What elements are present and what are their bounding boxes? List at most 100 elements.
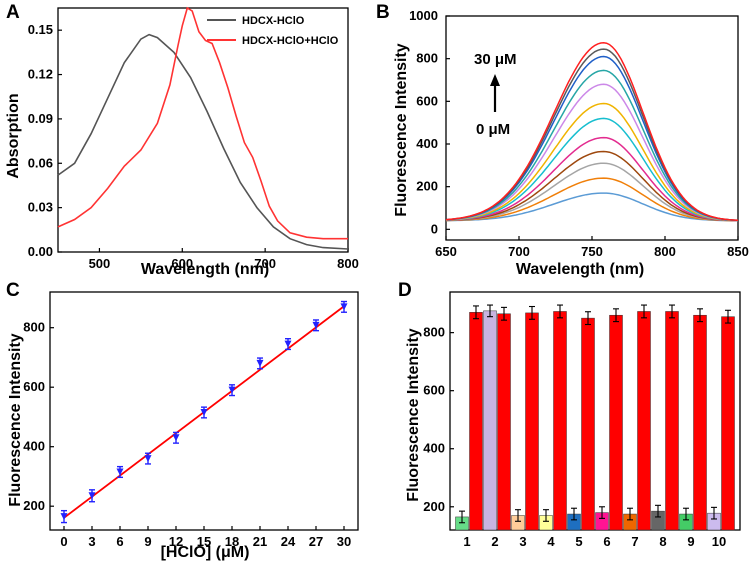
panel-d-bar-hclo	[637, 311, 651, 531]
panel-a-ytick-label: 0.03	[28, 200, 53, 215]
panel-d-ytick-label: 400	[423, 441, 445, 456]
panel-b-ytick-label: 1000	[409, 8, 438, 23]
panel-a-frame	[57, 7, 349, 253]
panel-d-xtick-label: 6	[603, 534, 610, 549]
panel-a-xlabel: Wavelength (nm)	[141, 261, 269, 278]
panel-d-bar-hclo	[525, 312, 539, 531]
panel-a-ytick-label: 0.15	[28, 22, 53, 37]
panel-d-bar-hclo	[497, 313, 511, 531]
panel-a-ytick-label: 0.06	[28, 155, 53, 170]
panel-c-xtick-label: 24	[281, 534, 296, 549]
panel-d-bar-hclo	[609, 314, 623, 531]
panel-b-emission-curve-6	[445, 117, 739, 222]
panel-b-emission-curve-2	[446, 177, 739, 222]
panel-a-series-line-1	[57, 33, 349, 250]
panel-b-emission-curve-5	[445, 136, 738, 222]
panel-c-xtick-label: 15	[197, 534, 211, 549]
panel-b-emission-curve-3	[446, 162, 738, 222]
panel-c-xtick-label: 30	[337, 534, 351, 549]
panel-b-xtick-label: 850	[727, 244, 749, 259]
panel-d-bar-hclo	[721, 316, 735, 531]
panel-a-ytick-label: 0.09	[28, 111, 53, 126]
panel-b-ytick-label: 600	[416, 93, 438, 108]
panel-a-ytick-label: 0.00	[28, 244, 53, 259]
panel-b-xtick-label: 700	[508, 244, 530, 259]
panel-d-xtick-label: 7	[631, 534, 638, 549]
panel-c-data-point	[116, 468, 124, 476]
panel-a-xtick-label: 500	[89, 256, 111, 271]
panel-b: B Wavelength (nm) Fluorescence Intensity…	[376, 2, 749, 278]
panel-d-bar-hclo	[581, 317, 595, 531]
panel-c-xtick-label: 12	[169, 534, 183, 549]
panel-b-xtick-label: 650	[435, 244, 457, 259]
panel-d-bar-hclo	[553, 311, 567, 531]
panel-c-xlabel: [HClO] (μM)	[161, 544, 250, 561]
panel-c-data-point	[228, 386, 236, 394]
panel-d-letter: D	[398, 280, 412, 301]
panel-d-frame	[449, 291, 741, 531]
panel-b-annotation-low: 0 μM	[476, 121, 510, 138]
panel-c-ylabel: Fluorescence Intensity	[7, 333, 24, 506]
panel-c-xtick-label: 3	[88, 534, 95, 549]
panel-d-ytick-label: 800	[423, 325, 445, 340]
panel-b-emission-curve-4	[445, 150, 739, 222]
panel-d-bar-hclo	[469, 312, 483, 531]
panel-b-emission-curve-7	[445, 102, 739, 222]
panel-b-arrow-head	[490, 74, 500, 86]
panel-b-emission-curve-8	[445, 83, 739, 222]
panel-c: C [HClO] (μM) Fluorescence Intensity 0 3 6…	[6, 280, 359, 561]
panel-a-xtick-label: 600	[171, 256, 193, 271]
panel-d: D Fluorescence Intensity 200 400 600 800 1 2 3…	[398, 280, 741, 549]
panel-c-letter: C	[6, 280, 20, 301]
panel-c-data-point	[144, 455, 152, 463]
panel-b-annotation-high: 30 μM	[474, 51, 517, 68]
panel-d-xtick-label: 3	[519, 534, 526, 549]
panel-d-bar-control	[483, 310, 497, 531]
panel-c-data-point	[88, 492, 96, 500]
panel-d-xtick-label: 1	[463, 534, 470, 549]
panel-b-ytick-label: 800	[416, 51, 438, 66]
panel-b-emission-curve-9	[445, 69, 739, 222]
panel-c-data-point	[312, 321, 320, 329]
panel-a-legend-label-2: HDCX-HClO+HClO	[242, 35, 339, 47]
panel-b-letter: B	[376, 2, 390, 23]
panel-d-xtick-label: 4	[547, 534, 555, 549]
panel-d-bar-hclo	[665, 311, 679, 531]
panel-d-xtick-label: 5	[575, 534, 582, 549]
panel-c-xtick-label: 6	[116, 534, 123, 549]
panel-d-bar-hclo	[693, 314, 707, 531]
panel-c-ytick-label: 600	[23, 379, 45, 394]
panel-a-letter: A	[6, 2, 20, 23]
panel-a-ytick-label: 0.12	[28, 67, 53, 82]
panel-a: A Wavelength (nm) Absorption 500 600 700 80…	[5, 2, 359, 278]
panel-c-data-point	[60, 513, 68, 521]
panel-a-legend-label-1: HDCX-HClO	[242, 15, 305, 27]
panel-d-xtick-label: 9	[687, 534, 694, 549]
panel-c-xtick-label: 0	[60, 534, 67, 549]
panel-c-data-point	[172, 434, 180, 442]
panel-b-ytick-label: 200	[416, 179, 438, 194]
panel-c-xtick-label: 9	[144, 534, 151, 549]
panel-c-ytick-label: 200	[23, 498, 45, 513]
panel-a-series-line-2	[57, 6, 348, 240]
panel-b-xtick-label: 800	[654, 244, 676, 259]
panel-c-data-point	[340, 303, 348, 311]
panel-b-emission-curve-1	[446, 192, 738, 222]
panel-c-xtick-label: 21	[253, 534, 267, 549]
panel-b-ytick-label: 400	[416, 136, 438, 151]
panel-c-data-point	[284, 340, 292, 348]
panel-c-ytick-label: 800	[23, 320, 45, 335]
panel-d-ylabel: Fluorescence Intensity	[405, 328, 422, 501]
panel-b-xtick-label: 750	[581, 244, 603, 259]
panel-d-xtick-label: 10	[712, 534, 726, 549]
panel-d-xtick-label: 2	[491, 534, 498, 549]
panel-d-ytick-label: 600	[423, 383, 445, 398]
panel-b-ylabel: Fluorescence Intensity	[393, 43, 410, 216]
panel-a-xtick-label: 700	[254, 256, 276, 271]
panel-c-data-point	[200, 408, 208, 416]
panel-c-xtick-label: 18	[225, 534, 239, 549]
panel-b-emission-curve-12	[445, 41, 739, 222]
panel-d-xtick-label: 8	[659, 534, 666, 549]
panel-b-ytick-label: 0	[431, 221, 438, 236]
